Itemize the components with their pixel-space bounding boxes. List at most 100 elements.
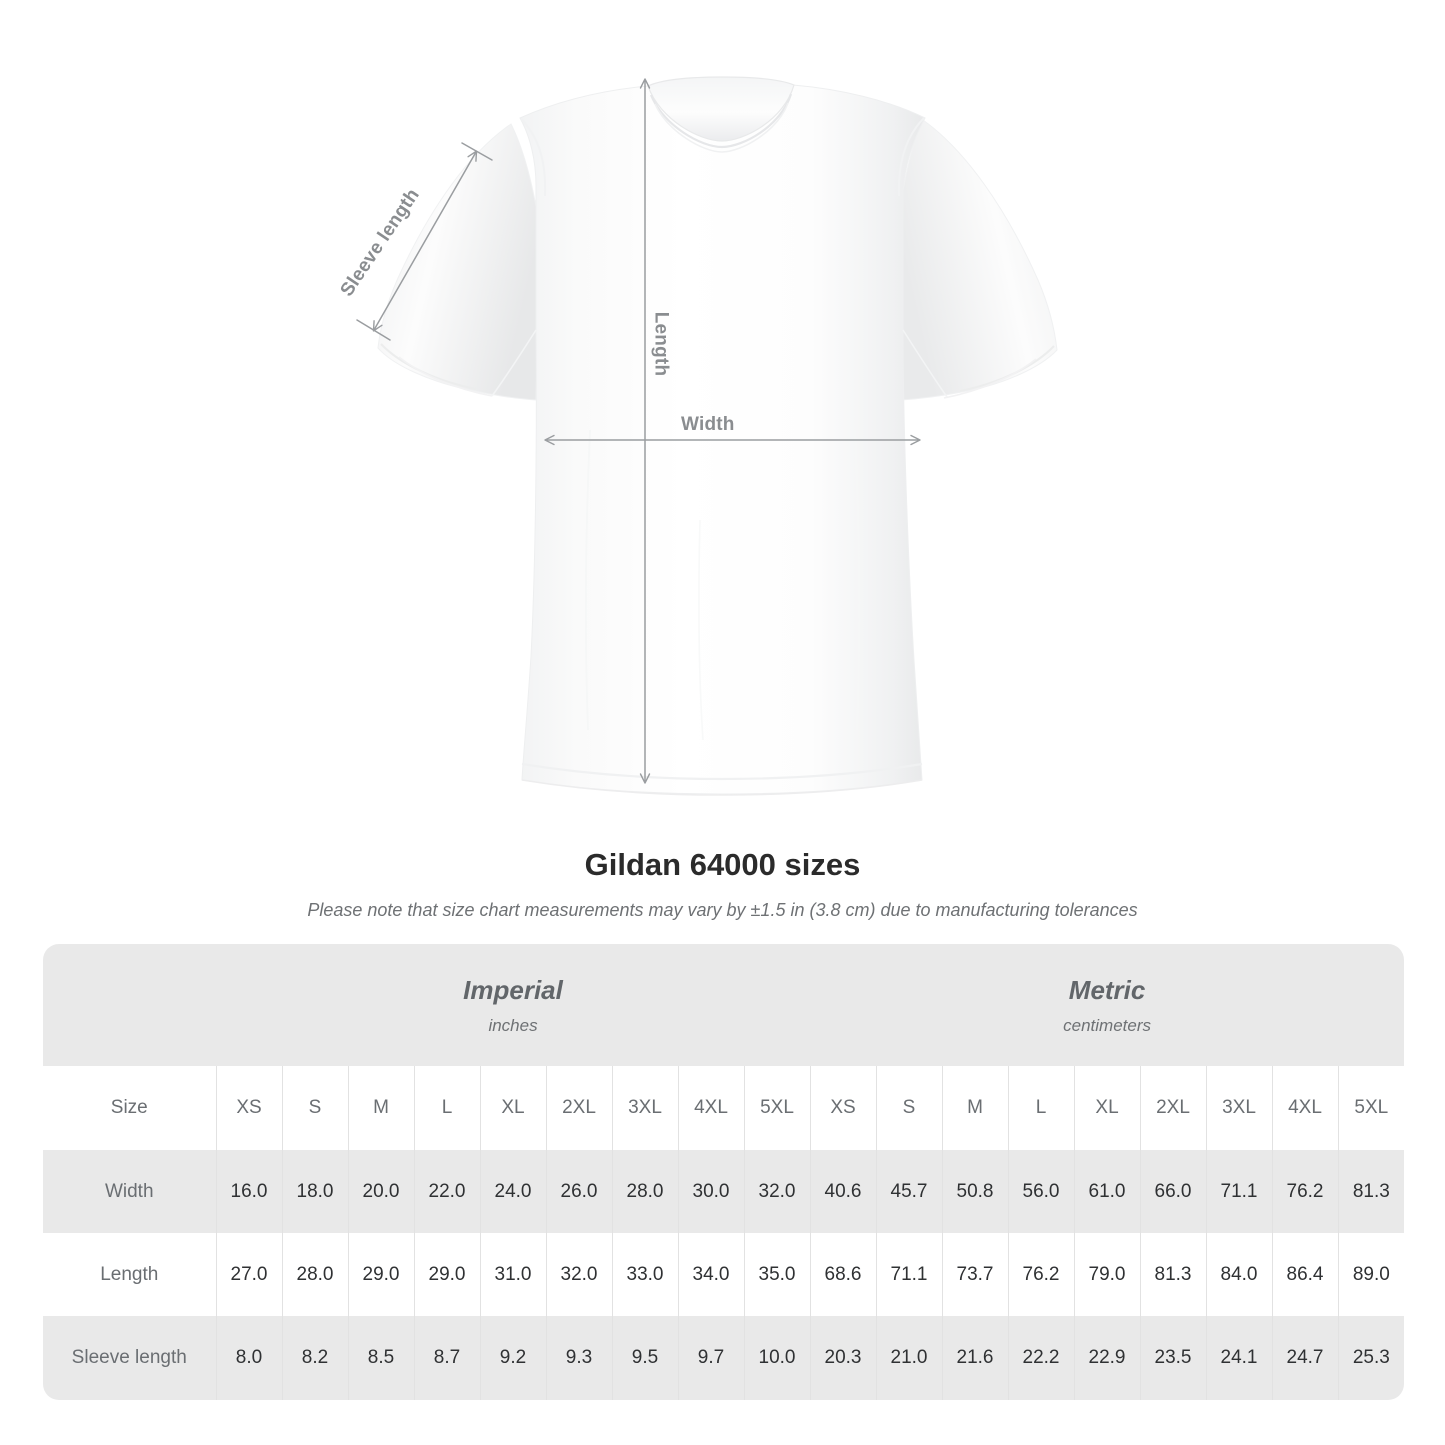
- column-header-imperial-s: S: [281, 1066, 348, 1150]
- cell-width-metric-5xl: 81.3: [1337, 1150, 1405, 1233]
- column-header-metric-xs: XS: [809, 1066, 877, 1150]
- column-header-metric-l: L: [1007, 1066, 1075, 1150]
- cell-width-metric-xs: 40.6: [809, 1150, 877, 1233]
- cell-length-metric-2xl: 81.3: [1139, 1233, 1207, 1316]
- cell-sleeve-imperial-4xl: 9.7: [677, 1316, 744, 1400]
- cell-length-imperial-xl: 31.0: [479, 1233, 546, 1316]
- table-row-width: Width 16.0 18.0 20.0 22.0 24.0 26.0 28.0…: [43, 1150, 1405, 1233]
- cell-sleeve-metric-m: 21.6: [941, 1316, 1009, 1400]
- imperial-unit-label: inches: [488, 1016, 538, 1035]
- cell-width-metric-s: 45.7: [875, 1150, 943, 1233]
- tshirt-diagram: Sleeve length Length Width: [336, 76, 1058, 796]
- size-chart-table: Imperial inches Metric centimeters Size …: [43, 944, 1405, 1400]
- table-header-row: Size XS S M L XL 2XL 3XL 4XL 5XL XS S M …: [43, 1066, 1405, 1150]
- cell-width-metric-l: 56.0: [1007, 1150, 1075, 1233]
- cell-width-imperial-4xl: 30.0: [677, 1150, 744, 1233]
- banner-metric: Metric centimeters: [810, 944, 1405, 1066]
- column-header-imperial-xs: XS: [215, 1066, 282, 1150]
- sleeve-tick-bottom: [356, 319, 391, 341]
- cell-length-metric-3xl: 84.0: [1205, 1233, 1273, 1316]
- cell-length-imperial-m: 29.0: [347, 1233, 414, 1316]
- cell-sleeve-metric-xl: 22.9: [1073, 1316, 1141, 1400]
- cell-width-metric-xl: 61.0: [1073, 1150, 1141, 1233]
- cell-sleeve-imperial-m: 8.5: [347, 1316, 414, 1400]
- title-block: Gildan 64000 sizes Please note that size…: [0, 845, 1445, 922]
- column-header-metric-s: S: [875, 1066, 943, 1150]
- cell-width-imperial-2xl: 26.0: [545, 1150, 612, 1233]
- cell-sleeve-metric-3xl: 24.1: [1205, 1316, 1273, 1400]
- column-header-metric-m: M: [941, 1066, 1009, 1150]
- cell-length-imperial-4xl: 34.0: [677, 1233, 744, 1316]
- cell-sleeve-imperial-xl: 9.2: [479, 1316, 546, 1400]
- cell-width-imperial-l: 22.0: [413, 1150, 480, 1233]
- cell-sleeve-imperial-xs: 8.0: [215, 1316, 282, 1400]
- cell-sleeve-metric-4xl: 24.7: [1271, 1316, 1339, 1400]
- cell-width-imperial-xl: 24.0: [479, 1150, 546, 1233]
- cell-width-imperial-s: 18.0: [281, 1150, 348, 1233]
- cell-width-metric-4xl: 76.2: [1271, 1150, 1339, 1233]
- cell-length-imperial-s: 28.0: [281, 1233, 348, 1316]
- cell-sleeve-imperial-l: 8.7: [413, 1316, 480, 1400]
- column-header-imperial-m: M: [347, 1066, 414, 1150]
- cell-length-metric-xs: 68.6: [809, 1233, 877, 1316]
- cell-sleeve-metric-5xl: 25.3: [1337, 1316, 1405, 1400]
- dimension-lines: [356, 78, 921, 784]
- column-header-imperial-5xl: 5XL: [743, 1066, 811, 1150]
- column-header-imperial-xl: XL: [479, 1066, 546, 1150]
- tshirt-illustration: [377, 76, 1058, 796]
- cell-width-imperial-3xl: 28.0: [611, 1150, 678, 1233]
- table-row-length: Length 27.0 28.0 29.0 29.0 31.0 32.0 33.…: [43, 1233, 1405, 1316]
- column-header-metric-3xl: 3XL: [1205, 1066, 1273, 1150]
- sleeve-length-arrow: [372, 150, 478, 332]
- table-row-sleeve-length: Sleeve length 8.0 8.2 8.5 8.7 9.2 9.3 9.…: [43, 1316, 1405, 1400]
- metric-unit-label: centimeters: [1063, 1016, 1152, 1035]
- cell-length-metric-m: 73.7: [941, 1233, 1009, 1316]
- cell-length-imperial-xs: 27.0: [215, 1233, 282, 1316]
- banner-corner: [43, 944, 216, 1066]
- column-header-imperial-3xl: 3XL: [611, 1066, 678, 1150]
- tolerance-note: Please note that size chart measurements…: [307, 900, 1138, 920]
- cell-sleeve-metric-xs: 20.3: [809, 1316, 877, 1400]
- cell-sleeve-metric-s: 21.0: [875, 1316, 943, 1400]
- corner-header: Size: [43, 1066, 216, 1150]
- cell-length-metric-xl: 79.0: [1073, 1233, 1141, 1316]
- imperial-system-label: Imperial: [463, 975, 563, 1005]
- cell-length-metric-l: 76.2: [1007, 1233, 1075, 1316]
- cell-length-metric-4xl: 86.4: [1271, 1233, 1339, 1316]
- cell-length-metric-s: 71.1: [875, 1233, 943, 1316]
- row-header-length: Length: [43, 1233, 216, 1316]
- metric-system-label: Metric: [1068, 975, 1146, 1005]
- cell-sleeve-metric-l: 22.2: [1007, 1316, 1075, 1400]
- cell-length-imperial-3xl: 33.0: [611, 1233, 678, 1316]
- cell-width-imperial-m: 20.0: [347, 1150, 414, 1233]
- cell-sleeve-imperial-3xl: 9.5: [611, 1316, 678, 1400]
- cell-sleeve-imperial-5xl: 10.0: [743, 1316, 811, 1400]
- cell-sleeve-metric-2xl: 23.5: [1139, 1316, 1207, 1400]
- unit-system-banner-row: Imperial inches Metric centimeters: [43, 944, 1405, 1066]
- row-header-width: Width: [43, 1150, 216, 1233]
- column-header-metric-2xl: 2XL: [1139, 1066, 1207, 1150]
- cell-width-imperial-5xl: 32.0: [743, 1150, 811, 1233]
- banner-imperial: Imperial inches: [216, 944, 811, 1066]
- cell-length-imperial-5xl: 35.0: [743, 1233, 811, 1316]
- cell-sleeve-imperial-2xl: 9.3: [545, 1316, 612, 1400]
- column-header-imperial-4xl: 4XL: [677, 1066, 744, 1150]
- size-chart-table-wrapper: Imperial inches Metric centimeters Size …: [43, 944, 1405, 1400]
- cell-sleeve-imperial-s: 8.2: [281, 1316, 348, 1400]
- cell-width-metric-3xl: 71.1: [1205, 1150, 1273, 1233]
- cell-length-imperial-l: 29.0: [413, 1233, 480, 1316]
- column-header-imperial-2xl: 2XL: [545, 1066, 612, 1150]
- column-header-metric-5xl: 5XL: [1337, 1066, 1405, 1150]
- page-title: Gildan 64000 sizes: [584, 847, 861, 882]
- column-header-imperial-l: L: [413, 1066, 480, 1150]
- column-header-metric-4xl: 4XL: [1271, 1066, 1339, 1150]
- cell-length-imperial-2xl: 32.0: [545, 1233, 612, 1316]
- cell-width-imperial-xs: 16.0: [215, 1150, 282, 1233]
- cell-width-metric-2xl: 66.0: [1139, 1150, 1207, 1233]
- cell-length-metric-5xl: 89.0: [1337, 1233, 1405, 1316]
- cell-width-metric-m: 50.8: [941, 1150, 1009, 1233]
- row-header-sleeve-length: Sleeve length: [43, 1316, 216, 1400]
- column-header-metric-xl: XL: [1073, 1066, 1141, 1150]
- sleeve-tick-top: [461, 142, 493, 161]
